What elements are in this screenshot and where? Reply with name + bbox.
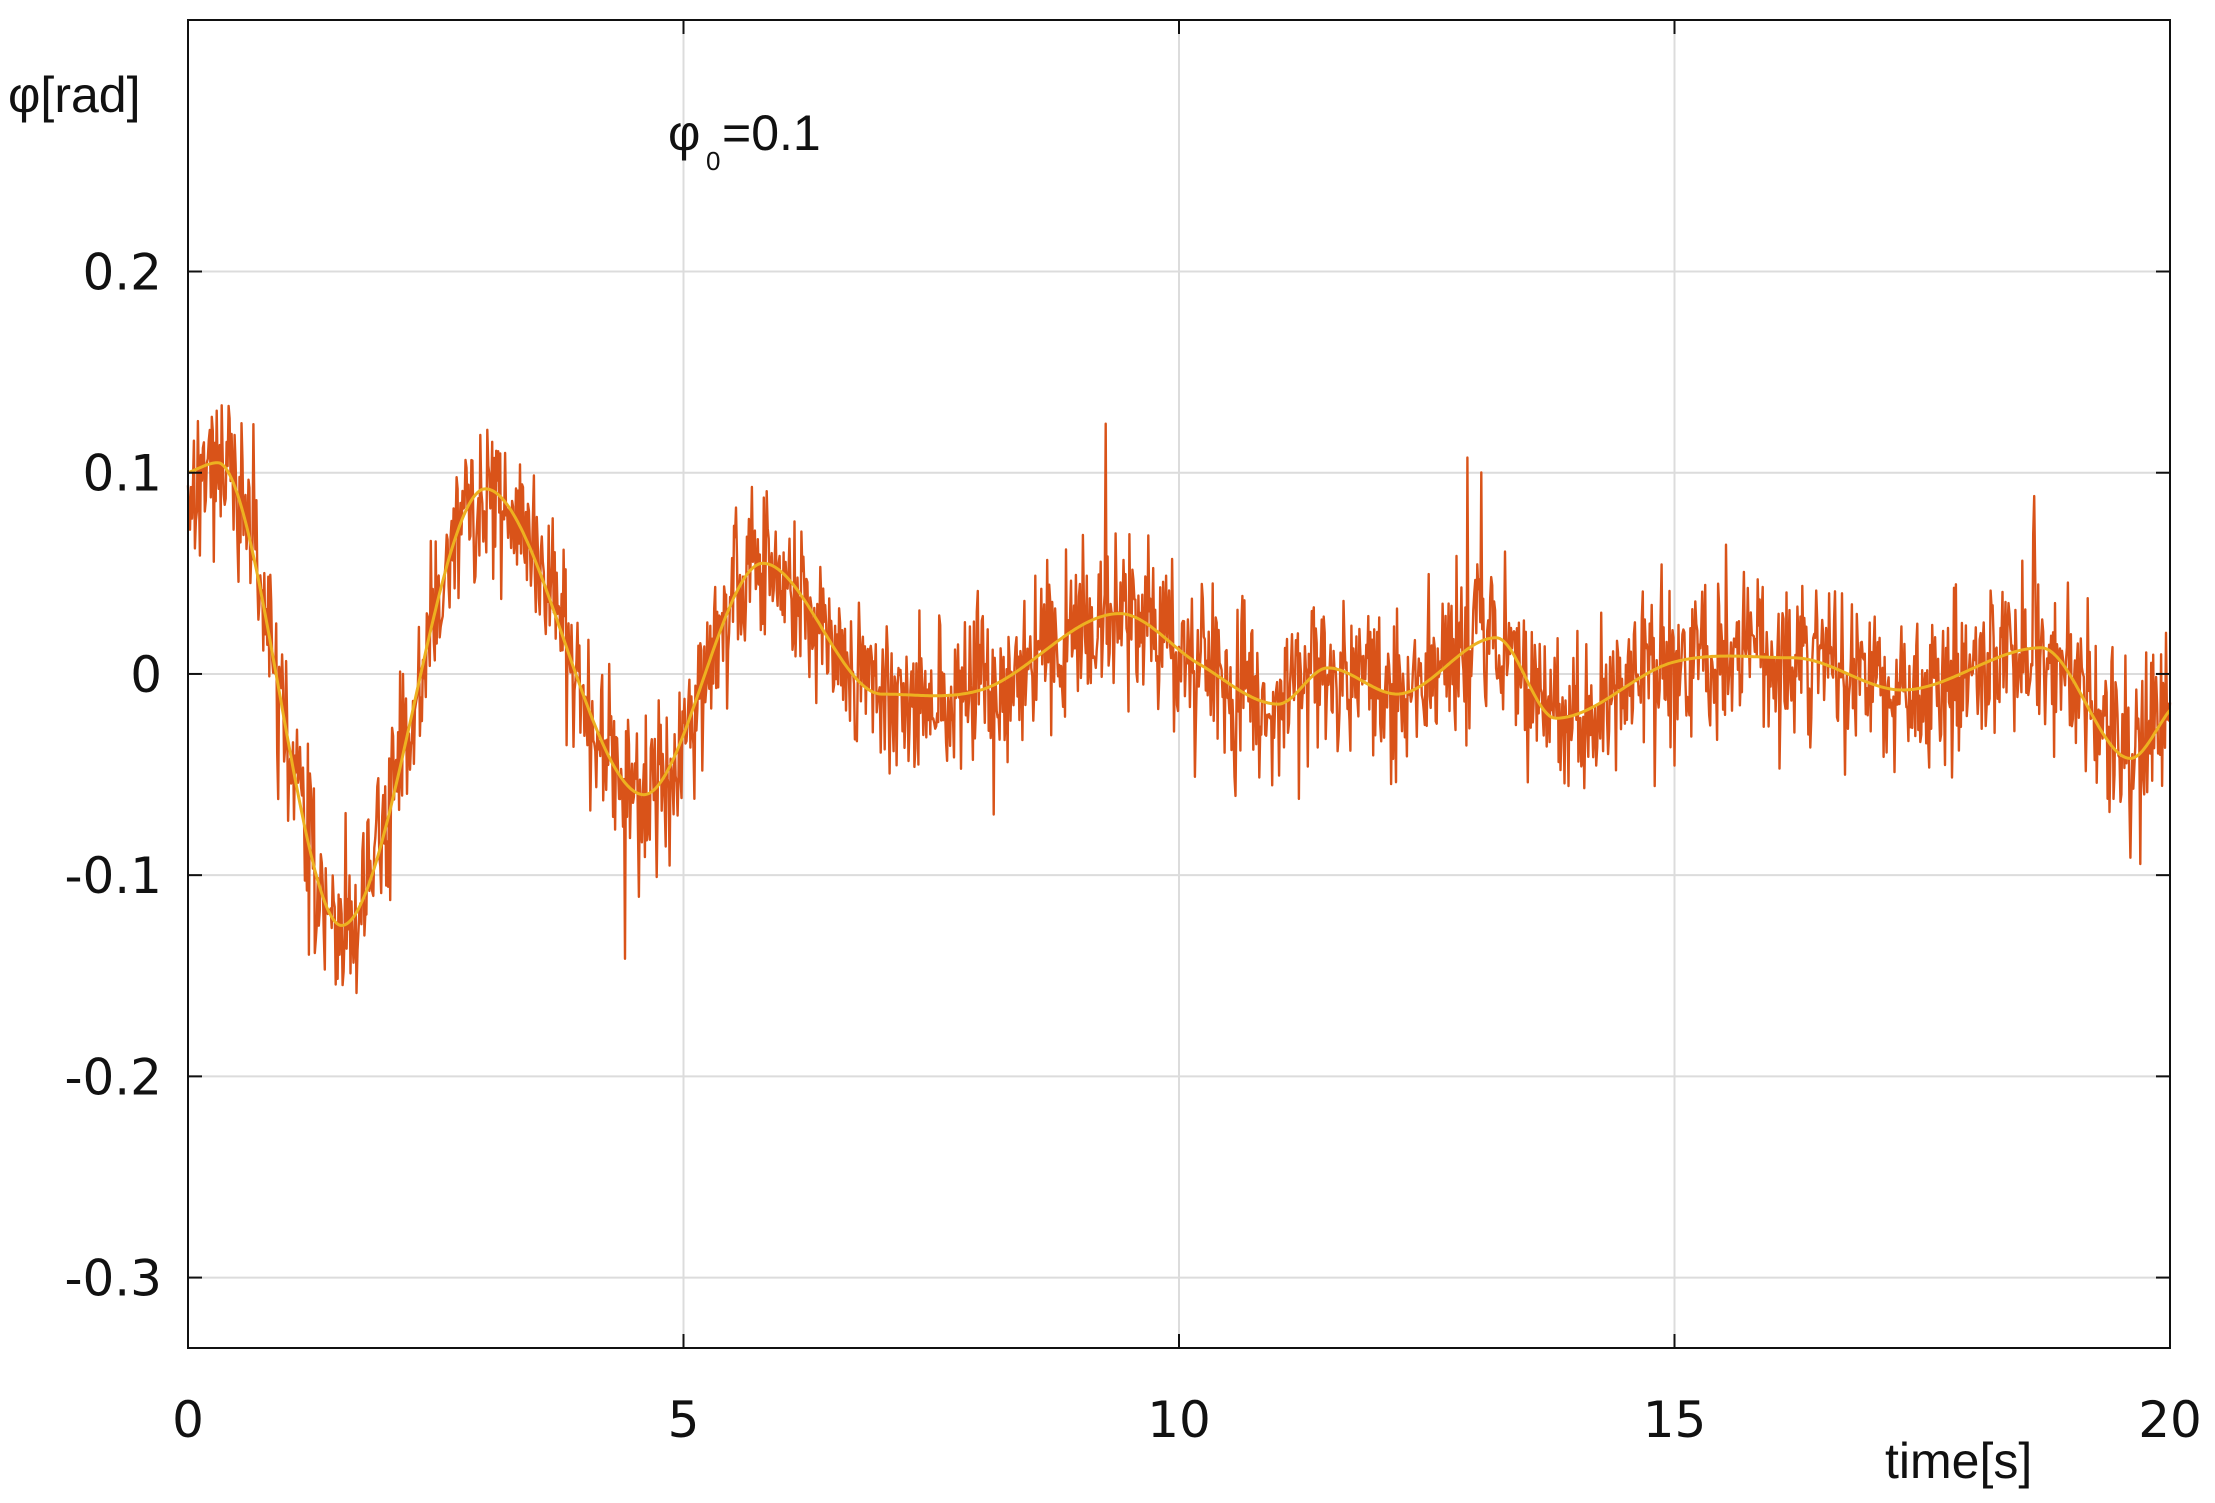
parameter-annotation: φ 0 =0.1 xyxy=(668,105,821,176)
series-smooth-line xyxy=(187,461,2172,927)
x-tick-label: 5 xyxy=(668,1391,700,1449)
y-tick-label: -0.1 xyxy=(64,847,162,905)
plot-frame xyxy=(187,19,2171,1349)
annotation-value: =0.1 xyxy=(722,105,821,161)
annotation-subscript: 0 xyxy=(706,146,720,176)
series-layer xyxy=(186,404,2172,995)
y-tick-label: 0.1 xyxy=(82,445,162,503)
x-tick-label: 15 xyxy=(1643,1391,1707,1449)
y-tick-label: -0.2 xyxy=(64,1048,162,1106)
y-tick-label: 0.2 xyxy=(82,244,162,302)
x-tick-label: 20 xyxy=(2138,1391,2202,1449)
y-axis-label: φ[rad] xyxy=(8,67,140,123)
y-tick-label: 0 xyxy=(130,646,162,704)
annotation-symbol: φ xyxy=(668,105,700,161)
x-axis-label: time[s] xyxy=(1885,1433,2032,1489)
x-tick-label: 10 xyxy=(1147,1391,1211,1449)
x-tick-label: 0 xyxy=(172,1391,204,1449)
y-tick-label: -0.3 xyxy=(64,1250,162,1308)
tick-labels: 0 5 10 15 20 0.2 0.1 0 -0.1 -0.2 -0.3 xyxy=(64,244,2201,1449)
